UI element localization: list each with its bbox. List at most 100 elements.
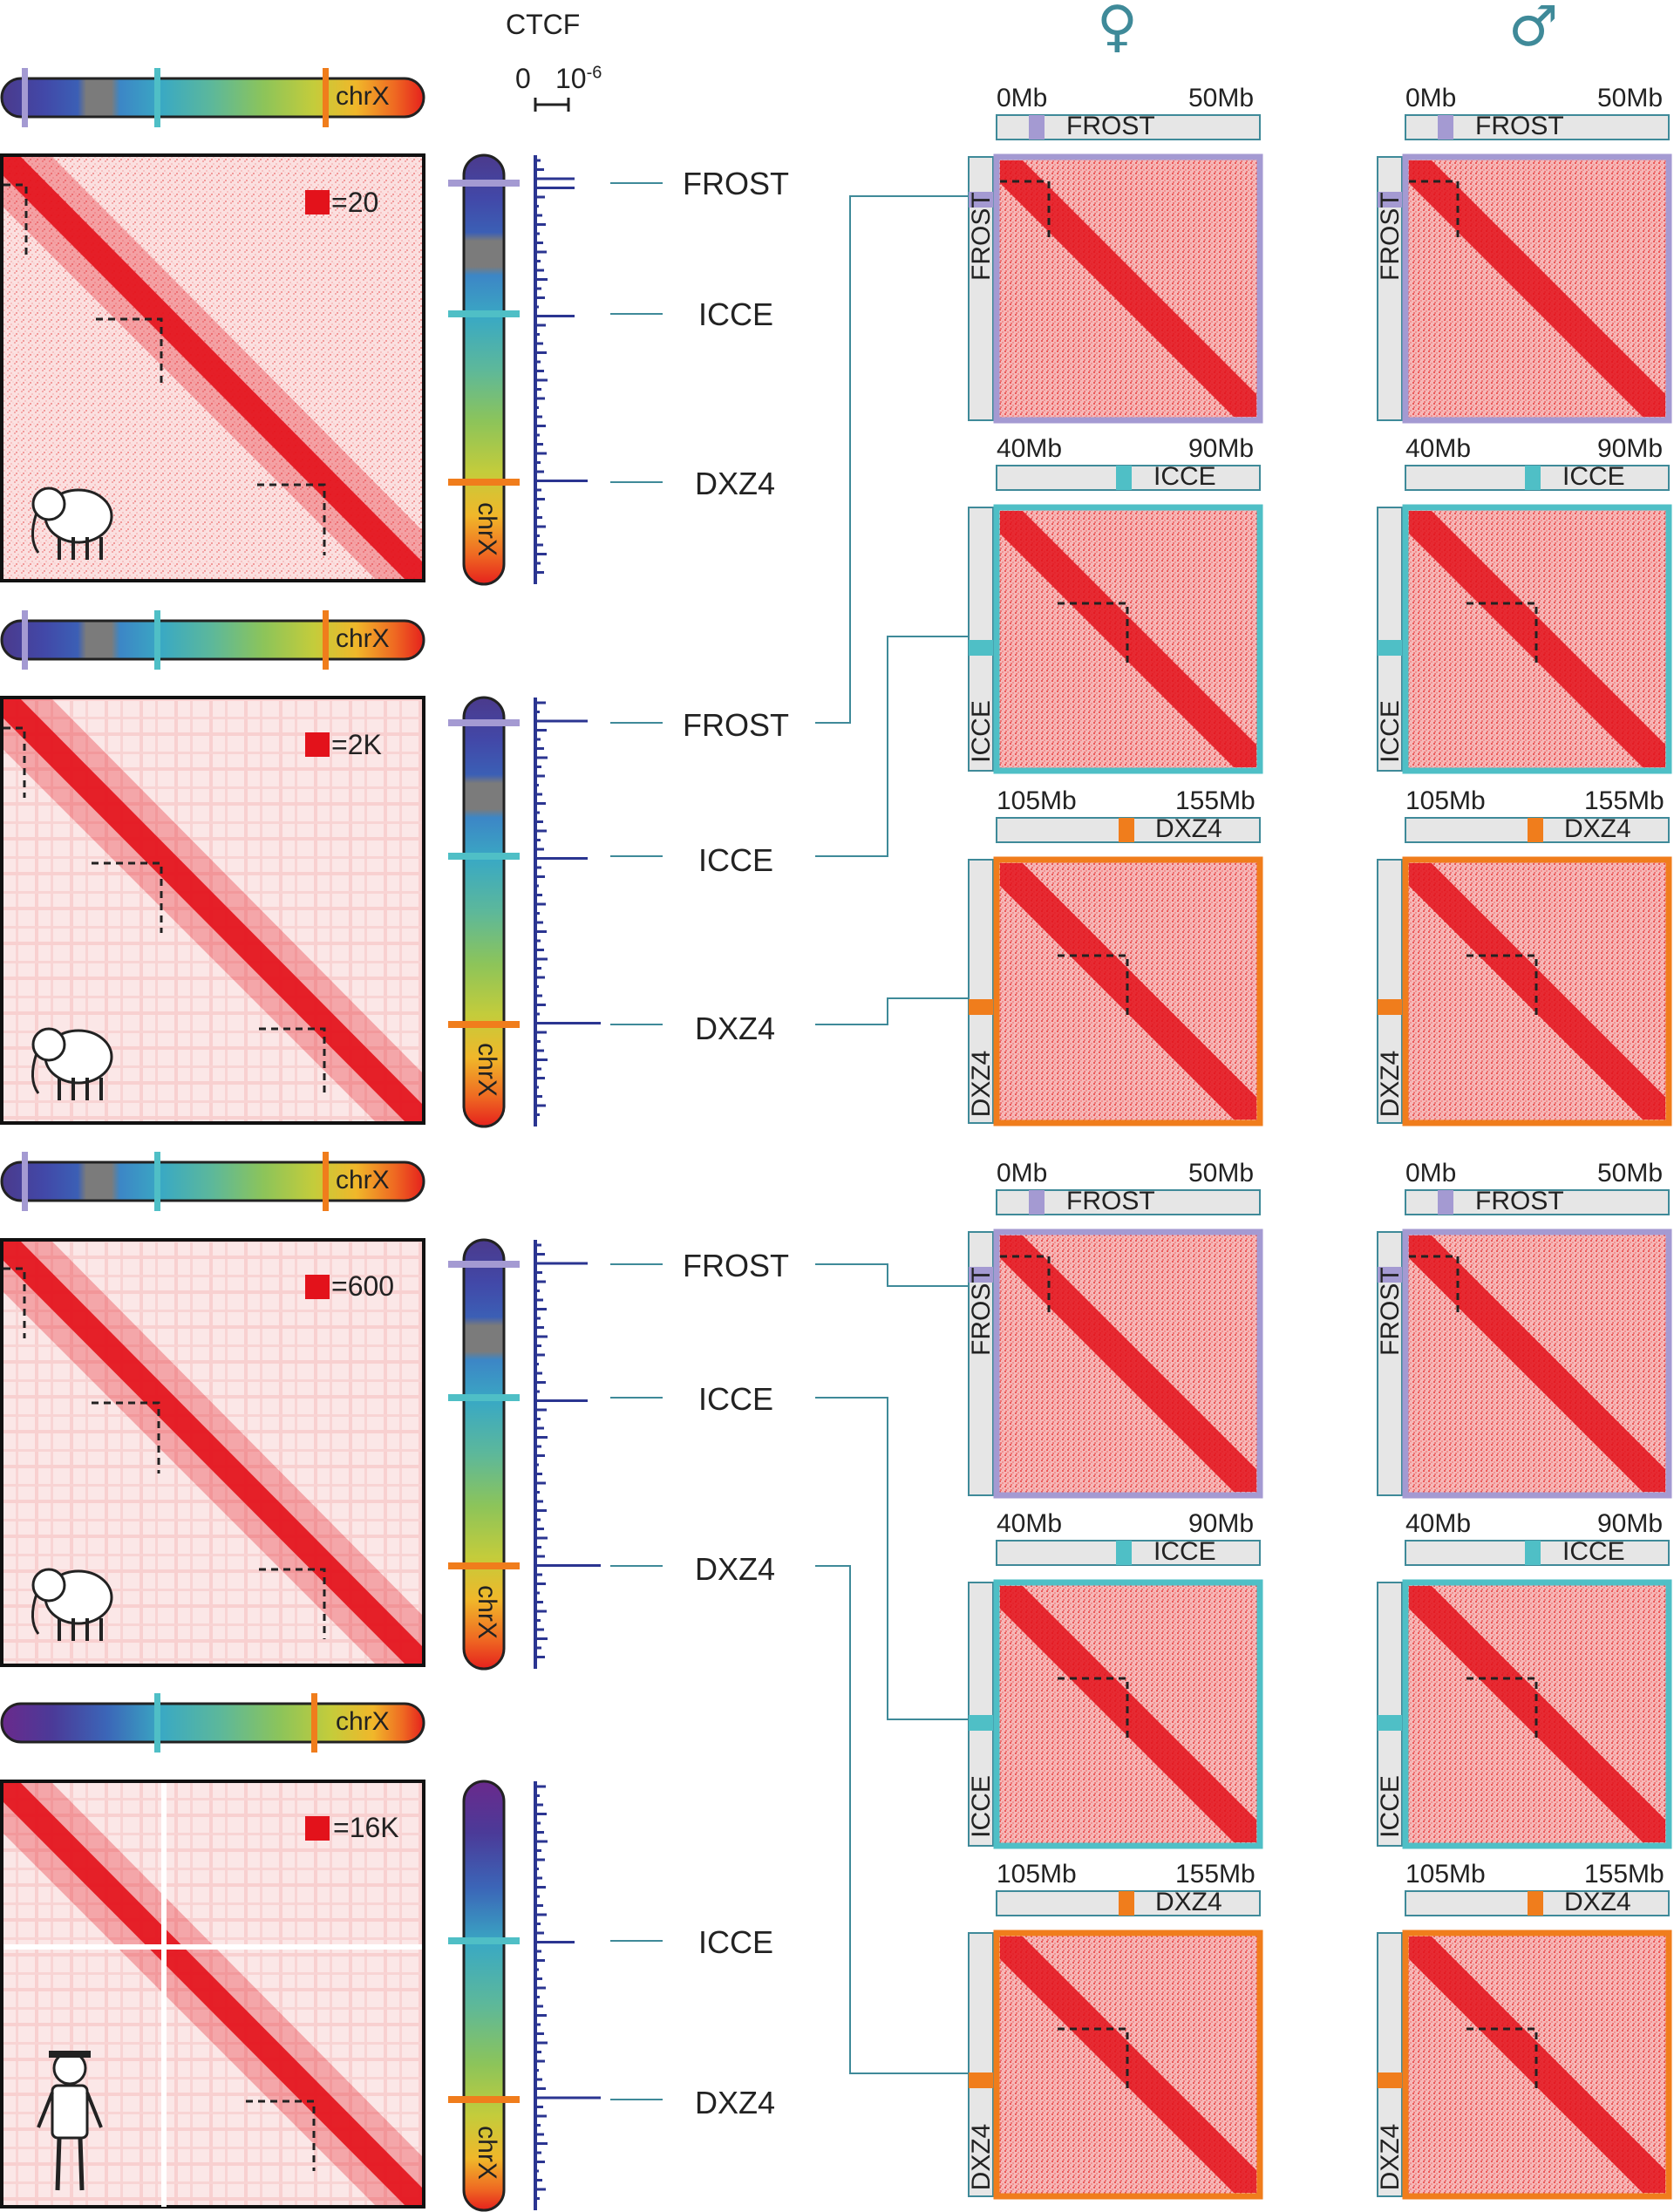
- region-side-marker: [969, 999, 993, 1015]
- chromosome-locus-marker: [323, 1152, 329, 1211]
- mammoth-icon-trunk: [31, 512, 40, 554]
- chromosome-locus-marker: [448, 1394, 520, 1401]
- asian-elephant-icon: [31, 1027, 113, 1100]
- chromosome-x-vertical-bar: [462, 1238, 506, 1671]
- african-elephant-icon-head: [31, 1568, 66, 1603]
- region-side-bar: [968, 859, 994, 1124]
- hic-diagonal: [3, 1242, 422, 1664]
- chromosome-x-bar: [0, 619, 425, 661]
- human-icon-leg: [78, 2137, 85, 2191]
- region-coordinate-marker: [1528, 1891, 1543, 1916]
- region-side-bar: [1377, 1582, 1403, 1847]
- human-icon-arm: [37, 2092, 54, 2128]
- chromosome-locus-marker: [154, 1152, 160, 1211]
- chromosome-locus-marker: [448, 310, 520, 317]
- african-elephant-icon: [31, 1568, 113, 1641]
- hic-diagonal-halo: [3, 1783, 422, 2205]
- mammoth-icon-head: [31, 487, 66, 521]
- chromosome-locus-marker: [448, 1937, 520, 1944]
- human-icon: [37, 2051, 103, 2191]
- chromosome-x-bar: [0, 77, 425, 119]
- region-coordinate-marker: [1119, 818, 1134, 842]
- region-side-marker: [1378, 2072, 1402, 2088]
- region-side-marker: [1378, 1715, 1402, 1731]
- region-side-marker: [1378, 999, 1402, 1015]
- tad-boundary-mark: [1409, 1255, 1460, 1316]
- legend-color-square: [305, 1275, 330, 1299]
- chromosome-locus-marker: [154, 1693, 160, 1753]
- chromosome-locus-marker: [323, 68, 329, 127]
- legend-color-square: [305, 1816, 330, 1841]
- hic-diagonal: [3, 699, 422, 1121]
- asian-elephant-icon-head: [31, 1027, 66, 1062]
- tad-boundary-mark: [3, 726, 26, 798]
- region-coordinate-marker: [1116, 466, 1132, 490]
- tad-boundary-mark: [96, 317, 163, 388]
- chromosome-locus-marker: [448, 180, 520, 187]
- tad-boundary-mark: [1409, 180, 1460, 241]
- chromosome-locus-marker: [154, 68, 160, 127]
- chromosome-locus-marker: [22, 68, 28, 127]
- region-coordinate-marker: [1525, 466, 1541, 490]
- legend-color-square: [305, 190, 330, 214]
- region-side-bar: [1377, 507, 1403, 772]
- hic-diagonal-halo: [3, 1242, 422, 1664]
- region-side-marker: [969, 1267, 993, 1283]
- hic-diagonal-halo: [3, 157, 422, 579]
- asian-elephant-icon-trunk: [31, 1052, 40, 1094]
- mammoth-icon: [31, 487, 113, 560]
- chromosome-locus-marker: [22, 1152, 28, 1211]
- hic-diagonal-halo: [3, 699, 422, 1121]
- region-coordinate-marker: [1525, 1541, 1541, 1565]
- region-side-marker: [1378, 640, 1402, 656]
- chromosome-x-vertical-bar: [462, 1780, 506, 2212]
- zoom-hic-diagonal: [1409, 511, 1665, 767]
- chromosome-locus-marker: [448, 1021, 520, 1028]
- region-side-bar: [968, 1582, 994, 1847]
- human-icon-torso: [51, 2084, 89, 2140]
- chromosome-x-vertical-bar: [462, 696, 506, 1128]
- hic-diagonal: [3, 157, 422, 579]
- african-elephant-icon-trunk: [31, 1593, 40, 1635]
- chromosome-locus-marker: [323, 610, 329, 670]
- chromosome-locus-marker: [448, 1562, 520, 1569]
- chromosome-x-bar: [0, 1702, 425, 1744]
- chromosome-x-vertical-bar: [462, 153, 506, 586]
- tad-boundary-mark: [246, 2100, 316, 2171]
- tad-boundary-mark: [257, 483, 326, 555]
- zoom-hic-diagonal: [1000, 160, 1256, 417]
- region-coordinate-marker: [1119, 1891, 1134, 1916]
- chromosome-locus-marker: [448, 2096, 520, 2103]
- tad-boundary-mark: [92, 1401, 160, 1474]
- region-side-marker: [969, 2072, 993, 2088]
- zoom-hic-diagonal: [1000, 1235, 1256, 1492]
- legend-color-square: [305, 732, 330, 757]
- chromosome-locus-marker: [22, 610, 28, 670]
- chromosome-locus-marker: [448, 1261, 520, 1268]
- chromosome-locus-marker: [448, 479, 520, 486]
- zoom-connector-line: [815, 636, 968, 857]
- region-side-bar: [1377, 859, 1403, 1124]
- chromosome-x-bar: [0, 1160, 425, 1202]
- tad-boundary-mark: [3, 1267, 26, 1338]
- zoom-hic-diagonal: [1409, 863, 1665, 1120]
- tad-boundary-mark: [1000, 1255, 1051, 1316]
- zoom-hic-diagonal: [1409, 1936, 1665, 2193]
- human-icon-hat: [49, 2051, 91, 2058]
- region-coordinate-marker: [1029, 1190, 1045, 1215]
- region-coordinate-marker: [1116, 1541, 1132, 1565]
- region-coordinate-marker: [1528, 818, 1543, 842]
- region-side-bar: [968, 507, 994, 772]
- region-side-marker: [1378, 1267, 1402, 1283]
- human-icon-arm: [85, 2092, 103, 2128]
- tad-boundary-mark: [259, 1568, 326, 1639]
- zoom-hic-diagonal: [1000, 511, 1256, 767]
- zoom-connector-line: [815, 997, 968, 1025]
- region-coordinate-marker: [1029, 115, 1045, 140]
- chromosome-locus-marker: [448, 719, 520, 726]
- zoom-hic-diagonal: [1000, 1586, 1256, 1842]
- zoom-hic-diagonal: [1409, 160, 1665, 417]
- chromosome-locus-marker: [154, 610, 160, 670]
- region-coordinate-marker: [1438, 1190, 1453, 1215]
